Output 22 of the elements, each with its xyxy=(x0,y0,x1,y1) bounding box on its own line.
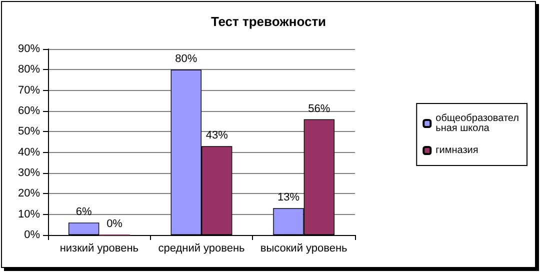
x-tick-label: низкий уровень xyxy=(60,242,139,254)
data-label: 0% xyxy=(106,218,123,230)
y-tick-label: 30% xyxy=(18,167,40,179)
x-tick-label: высокий уровень xyxy=(260,242,348,254)
x-tick-label: средний уровень xyxy=(158,242,246,254)
legend-label: общеобразовательная школа xyxy=(436,113,520,134)
data-label: 6% xyxy=(76,206,92,218)
chart-title: Тест тревожности xyxy=(210,14,326,29)
y-tick-label: 90% xyxy=(18,43,40,55)
y-tick-label: 10% xyxy=(18,208,40,220)
data-label: 43% xyxy=(206,130,228,142)
y-tick-label: 0% xyxy=(24,229,40,241)
data-label: 56% xyxy=(308,102,330,115)
y-tick-label: 40% xyxy=(18,146,40,158)
y-tick-label: 50% xyxy=(18,126,40,138)
y-tick-label: 20% xyxy=(18,188,40,200)
y-tick-label: 70% xyxy=(18,84,40,96)
legend-label: гимназия xyxy=(436,145,478,156)
y-tick-label: 60% xyxy=(18,105,40,117)
y-tick-label: 80% xyxy=(18,64,40,76)
data-label: 13% xyxy=(277,192,300,204)
data-label: 80% xyxy=(175,53,198,66)
